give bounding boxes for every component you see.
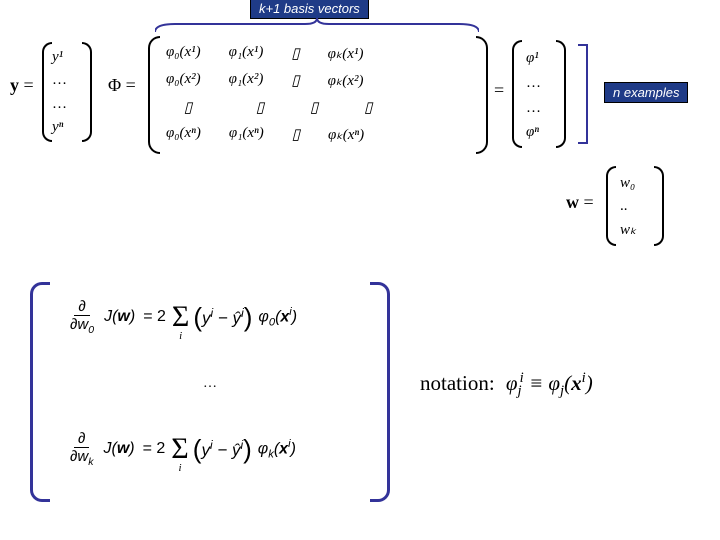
phi-32: ▯ bbox=[292, 125, 300, 144]
grad-line-k: ∂ ∂wk J(w) = 2 Σi ( yi − ŷi ) φk(xi) bbox=[66, 430, 296, 468]
sigma-k: Σi bbox=[171, 434, 188, 464]
y-entry-2: … bbox=[52, 93, 67, 116]
phi0: φ0(xi) bbox=[258, 306, 297, 329]
phi-01: φ₁(x¹) bbox=[229, 44, 264, 63]
term-0: ( yi − ŷi ) bbox=[193, 302, 252, 333]
y-paren-l bbox=[42, 42, 52, 142]
w-equals: w = bbox=[566, 192, 594, 213]
notation-label: notation: bbox=[420, 371, 495, 395]
phi-10: φ₀(x²) bbox=[166, 71, 201, 90]
phi-22: ▯ bbox=[310, 98, 318, 117]
out-3: φⁿ bbox=[526, 120, 541, 145]
out-1: … bbox=[526, 71, 541, 96]
y-equals: y = bbox=[10, 75, 34, 96]
w-entries: w₀ .. wₖ bbox=[620, 172, 636, 242]
w-1: .. bbox=[620, 195, 636, 218]
phi-02: ▯ bbox=[291, 44, 299, 63]
eq-k: = 2 bbox=[143, 440, 166, 458]
phi-33: φₖ(xⁿ) bbox=[328, 125, 364, 144]
phik: φk(xi) bbox=[258, 438, 296, 461]
phi-03: φₖ(x¹) bbox=[328, 44, 364, 63]
J-w-k: J(w) bbox=[104, 440, 135, 458]
out-entries: φ¹ … … φⁿ bbox=[526, 46, 541, 145]
phi-31: φ₁(xⁿ) bbox=[229, 125, 264, 144]
phi-11: φ₁(x²) bbox=[229, 71, 264, 90]
phi-20: ▯ bbox=[166, 98, 210, 117]
d-dwk: ∂ ∂wk bbox=[66, 430, 98, 468]
term-k: ( yi − ŷi ) bbox=[193, 434, 252, 465]
w-2: wₖ bbox=[620, 219, 636, 242]
phi-30: φ₀(xⁿ) bbox=[166, 125, 201, 144]
label-basis-vectors-text: k+1 basis vectors bbox=[259, 1, 360, 16]
phi-13: φₖ(x²) bbox=[328, 71, 364, 90]
phi-matrix: φ₀(x¹) φ₁(x¹) ▯ φₖ(x¹) φ₀(x²) φ₁(x²) ▯ φ… bbox=[166, 44, 390, 144]
y-entry-0: y¹ bbox=[52, 46, 67, 69]
w-paren-r bbox=[654, 166, 664, 246]
grad-line-0: ∂ ∂w0 J(w) = 2 Σi ( yi − ŷi ) φ0(xi) bbox=[66, 298, 297, 336]
brace-top bbox=[155, 18, 479, 34]
notation-expr: φji ≡ φj(xi) bbox=[506, 371, 593, 395]
phi-21: ▯ bbox=[238, 98, 282, 117]
phi-paren-r bbox=[476, 36, 488, 154]
y-entries: y¹ … … yⁿ bbox=[52, 46, 67, 139]
y-paren-r bbox=[82, 42, 92, 142]
out-0: φ¹ bbox=[526, 46, 541, 71]
sigma-0: Σi bbox=[172, 302, 189, 332]
eq-out: = bbox=[494, 80, 504, 101]
out-paren-l bbox=[512, 40, 522, 148]
eq-0: = 2 bbox=[143, 308, 166, 326]
notation: notation: φji ≡ φj(xi) bbox=[420, 370, 593, 400]
out-paren-r bbox=[556, 40, 566, 148]
label-basis-vectors: k+1 basis vectors bbox=[250, 0, 369, 19]
out-2: … bbox=[526, 96, 541, 121]
grad-paren-l bbox=[30, 282, 50, 502]
phi-00: φ₀(x¹) bbox=[166, 44, 201, 63]
y-entry-1: … bbox=[52, 69, 67, 92]
phi-12: ▯ bbox=[291, 71, 299, 90]
phi-23: ▯ bbox=[346, 98, 390, 117]
label-n-examples: n examples bbox=[604, 82, 688, 103]
grad-paren-r bbox=[370, 282, 390, 502]
label-n-examples-text: n examples bbox=[613, 85, 679, 100]
d-dw0: ∂ ∂w0 bbox=[66, 298, 98, 336]
grad-dots: … bbox=[60, 376, 360, 392]
w-0: w₀ bbox=[620, 172, 636, 195]
J-w-0: J(w) bbox=[104, 308, 135, 326]
y-entry-3: yⁿ bbox=[52, 116, 67, 139]
phi-equals: Φ = bbox=[108, 75, 136, 96]
w-paren-l bbox=[606, 166, 616, 246]
sq-bracket-right bbox=[578, 44, 588, 144]
phi-paren-l bbox=[148, 36, 160, 154]
